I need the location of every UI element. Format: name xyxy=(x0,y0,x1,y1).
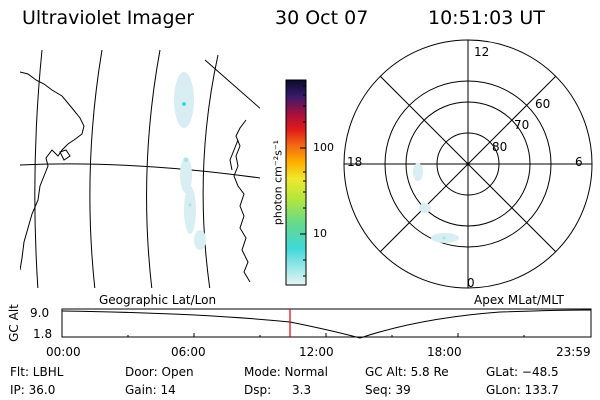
apex-projection-label: Apex MLat/MLT xyxy=(474,293,564,307)
geographic-map xyxy=(20,49,260,288)
aurora-emission xyxy=(413,163,459,243)
polar-hour-18: 18 xyxy=(347,155,363,169)
colorbar xyxy=(285,79,307,286)
status-door: Door: Open xyxy=(125,365,194,379)
geographic-projection-label: Geographic Lat/Lon xyxy=(99,293,217,307)
polar-lat-60: 60 xyxy=(535,97,551,111)
date-label: 30 Oct 07 xyxy=(275,7,369,29)
coastline xyxy=(233,119,251,283)
status-mode: Mode: Normal xyxy=(244,365,328,379)
altitude-curve xyxy=(61,309,592,339)
status-ip: IP: 36.0 xyxy=(10,383,56,397)
colorbar-tick-10: 10 xyxy=(313,227,327,240)
alt-xtick-0600: 06:00 xyxy=(171,345,206,359)
polar-lat-70: 70 xyxy=(514,118,530,132)
altitude-plot xyxy=(61,308,592,339)
status-flt: Flt: LBHL xyxy=(10,365,64,379)
alt-ytick-top: 9.0 xyxy=(30,306,50,320)
app-title: Ultraviolet Imager xyxy=(22,7,195,29)
colorbar-unit-label: photon cm⁻²s⁻¹ xyxy=(271,139,285,226)
meridian-line xyxy=(34,49,43,288)
coastline xyxy=(20,71,85,271)
polar-plot xyxy=(343,39,593,289)
alt-xtick-1800: 18:00 xyxy=(427,345,462,359)
status-gc-alt: GC Alt: 5.8 Re xyxy=(365,365,449,379)
alt-ytick-bottom: 1.8 xyxy=(33,327,53,341)
status-dsp-label: Dsp: xyxy=(244,383,272,397)
colorbar-tick-100: 100 xyxy=(313,141,334,154)
status-dsp-value: 3.3 xyxy=(292,383,312,397)
status-glat: GLat: −48.5 xyxy=(486,365,559,379)
aurora-emission xyxy=(174,72,206,250)
time-label: 10:51:03 UT xyxy=(428,7,545,29)
parallel-line xyxy=(20,163,260,179)
polar-hour-12: 12 xyxy=(474,45,490,59)
status-glon: GLon: 133.7 xyxy=(486,383,559,397)
meridian-line xyxy=(204,59,260,109)
polar-lat-80: 80 xyxy=(492,140,508,154)
alt-xtick-0000: 00:00 xyxy=(46,345,81,359)
meridian-line xyxy=(89,49,103,288)
polar-hour-6: 6 xyxy=(575,155,583,169)
coastline xyxy=(229,139,239,171)
alt-xtick-1200: 12:00 xyxy=(299,345,334,359)
polar-hour-0: 0 xyxy=(467,276,475,290)
status-seq: Seq: 39 xyxy=(365,383,411,397)
alt-xtick-2359: 23:59 xyxy=(556,345,591,359)
status-gain: Gain: 14 xyxy=(125,383,176,397)
coastline xyxy=(59,149,71,161)
alt-axis-label: GC Alt xyxy=(7,304,21,342)
meridian-line xyxy=(146,49,161,288)
